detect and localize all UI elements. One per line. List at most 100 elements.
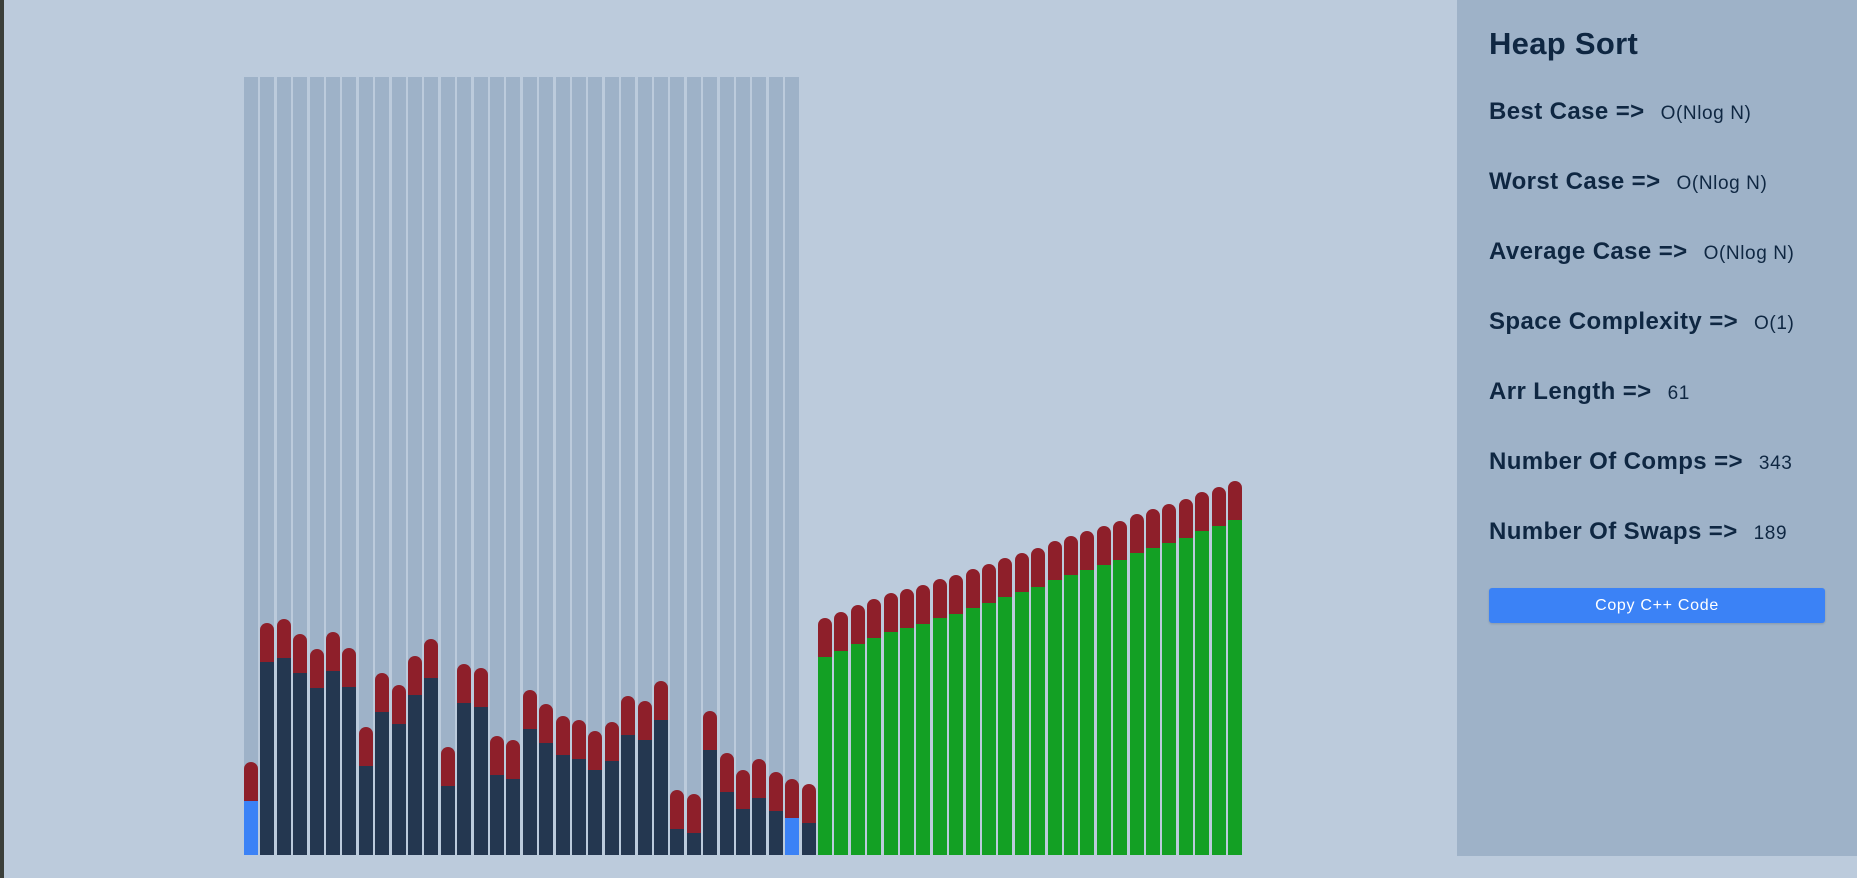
array-bar bbox=[703, 711, 718, 855]
array-bar-fill bbox=[375, 712, 390, 855]
heap-slot bbox=[276, 77, 291, 855]
array-bar bbox=[1228, 481, 1242, 855]
array-bar bbox=[686, 794, 701, 855]
array-bar-fill bbox=[621, 735, 636, 855]
stat-value: O(1) bbox=[1754, 313, 1795, 334]
heap-slot bbox=[752, 77, 767, 855]
array-bar-fill bbox=[424, 678, 439, 855]
heap-slot bbox=[358, 77, 373, 855]
array-bar bbox=[358, 727, 373, 855]
array-bar-fill bbox=[391, 724, 406, 855]
array-bar-fill bbox=[932, 618, 947, 855]
array-bar-fill bbox=[801, 823, 816, 855]
stat-label: Best Case => bbox=[1489, 98, 1645, 125]
array-bar-fill bbox=[539, 743, 554, 855]
array-bar-fill bbox=[916, 624, 931, 855]
heap-slot bbox=[555, 77, 570, 855]
array-bar-fill bbox=[1096, 565, 1111, 855]
stat-value: O(Nlog N) bbox=[1660, 103, 1752, 124]
sorted-slot bbox=[818, 77, 832, 855]
array-bar bbox=[457, 664, 472, 855]
sorted-slot bbox=[949, 77, 964, 855]
array-bar-fill bbox=[785, 818, 800, 855]
info-panel: Heap Sort Best Case => O(Nlog N) Worst C… bbox=[1457, 0, 1857, 856]
array-bar bbox=[982, 564, 996, 855]
array-bar-fill bbox=[1146, 548, 1160, 855]
array-bar bbox=[572, 720, 586, 855]
array-bar bbox=[965, 569, 980, 855]
array-bar bbox=[326, 632, 340, 855]
array-bar-fill bbox=[1162, 543, 1177, 855]
heap-slot bbox=[604, 77, 619, 855]
array-bar-fill bbox=[1178, 538, 1193, 855]
heap-slot bbox=[736, 77, 750, 855]
array-bar-fill bbox=[752, 798, 767, 855]
array-bar-fill bbox=[982, 603, 996, 855]
heap-slot bbox=[703, 77, 718, 855]
array-bar-fill bbox=[1129, 553, 1144, 855]
array-bar bbox=[1162, 504, 1177, 855]
stat-label: Number Of Comps => bbox=[1489, 448, 1743, 475]
array-bar bbox=[768, 772, 783, 855]
heap-slot bbox=[490, 77, 504, 855]
sorted-slot bbox=[998, 77, 1013, 855]
array-bar bbox=[506, 740, 521, 855]
heap-slot bbox=[768, 77, 783, 855]
stat-label: Space Complexity => bbox=[1489, 308, 1739, 335]
sorted-slot bbox=[834, 77, 849, 855]
heap-slot bbox=[260, 77, 275, 855]
array-bar bbox=[293, 634, 308, 855]
heap-slot bbox=[375, 77, 390, 855]
array-bar-fill bbox=[1014, 592, 1029, 855]
array-bar bbox=[1096, 526, 1111, 855]
copy-cpp-code-button[interactable]: Copy C++ Code bbox=[1489, 588, 1825, 623]
array-bar bbox=[375, 673, 390, 855]
array-bar-fill bbox=[768, 811, 783, 855]
array-bar-fill bbox=[572, 759, 586, 855]
array-bar bbox=[1195, 492, 1210, 855]
array-bar bbox=[1146, 509, 1160, 855]
array-bar bbox=[1064, 536, 1078, 855]
heap-slot bbox=[506, 77, 521, 855]
array-bar-fill bbox=[1113, 560, 1128, 855]
array-bar bbox=[522, 690, 537, 855]
array-bar bbox=[670, 790, 685, 855]
stat-value: 343 bbox=[1758, 453, 1793, 474]
array-bar-fill bbox=[260, 662, 275, 855]
stat-label: Worst Case => bbox=[1489, 168, 1661, 195]
array-bar-fill bbox=[408, 695, 422, 855]
array-bar-fill bbox=[440, 786, 455, 855]
sorted-slot bbox=[965, 77, 980, 855]
heap-slot bbox=[785, 77, 800, 855]
heap-slot bbox=[309, 77, 324, 855]
array-bar-fill bbox=[555, 755, 570, 855]
sorted-slot bbox=[867, 77, 882, 855]
array-bar bbox=[1080, 531, 1095, 855]
sorted-slot bbox=[1195, 77, 1210, 855]
array-bar bbox=[1178, 499, 1193, 855]
array-bar-fill bbox=[686, 833, 701, 855]
array-bar-fill bbox=[736, 809, 750, 855]
array-bar-fill bbox=[522, 729, 537, 855]
stat-value: 189 bbox=[1753, 523, 1788, 544]
heap-slot bbox=[440, 77, 455, 855]
array-bar bbox=[555, 716, 570, 855]
array-bar bbox=[834, 612, 849, 855]
array-bar-fill bbox=[309, 688, 324, 855]
array-bar-fill bbox=[850, 644, 865, 855]
heap-slot bbox=[572, 77, 586, 855]
sorted-slot bbox=[1047, 77, 1062, 855]
sorted-slot bbox=[1211, 77, 1226, 855]
array-bar bbox=[539, 704, 554, 855]
array-bar-fill bbox=[1080, 570, 1095, 855]
heap-slot bbox=[244, 77, 258, 855]
heap-slot bbox=[637, 77, 652, 855]
sorted-slot bbox=[1014, 77, 1029, 855]
sorted-slot bbox=[1129, 77, 1144, 855]
array-bar-fill bbox=[1031, 587, 1046, 855]
sorted-slot bbox=[916, 77, 931, 855]
heap-slot bbox=[391, 77, 406, 855]
array-bar-fill bbox=[867, 638, 882, 855]
array-bar bbox=[342, 648, 357, 855]
window-left-edge bbox=[0, 0, 4, 878]
